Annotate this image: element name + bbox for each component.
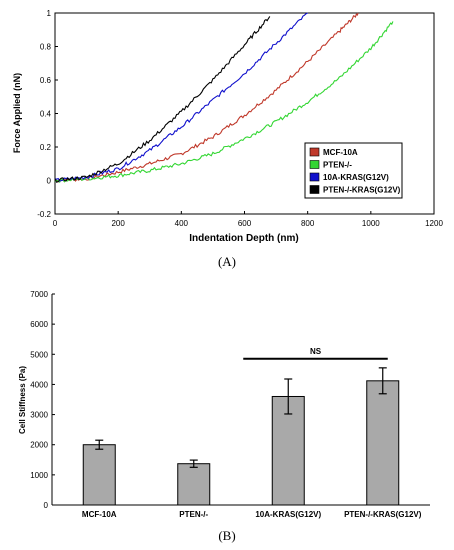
panel-b-label: (B) [218,528,235,543]
y-tick-label: 1 [47,9,52,18]
y-tick-label: 0.6 [40,76,52,85]
x-tick-label: 600 [238,219,252,228]
panel-a-y-axis-label: Force Applied (nN) [12,73,22,153]
y-tick-label: 0.8 [40,43,52,52]
x-tick-label: 400 [175,219,189,228]
legend-entry: PTEN-/-KRAS(G12V) [323,186,401,195]
legend-entry: MCF-10A [323,148,358,157]
panel-a-x-ticks: 0 200 400 600 800 1000 1200 [53,211,443,228]
panel-b-y-axis-label: Cell Stiffness (Pa) [18,366,27,434]
panel-b-category-labels: MCF-10A PTEN-/- 10A-KRAS(G12V) PTEN-/-KRAS(… [82,510,422,519]
y-tick-label: 1000 [30,471,48,480]
category-label: MCF-10A [82,510,117,519]
panel-b-bars [82,367,400,506]
y-tick-label: 3000 [30,411,48,420]
x-tick-label: 200 [111,219,125,228]
x-tick-label: 0 [53,219,58,228]
bar [177,463,211,506]
category-label: PTEN-/-KRAS(G12V) [344,510,422,519]
x-tick-label: 800 [301,219,315,228]
panel-a-legend: MCF-10A PTEN-/- 10A-KRAS(G12V) PTEN-/-KRAS(… [304,142,403,199]
y-tick-label: 0.2 [40,143,52,152]
y-tick-label: 5000 [30,350,48,359]
bar [271,395,305,506]
category-label: 10A-KRAS(G12V) [255,510,321,519]
series-line-0 [54,12,359,183]
y-tick-label: 4000 [30,380,48,389]
y-tick-label: 0 [47,177,52,186]
panel-a-y-ticks: -0.2 0 0.2 0.4 0.6 0.8 1 [37,9,58,219]
series-line-1 [54,21,394,183]
bar [82,444,116,506]
legend-box [304,142,403,199]
panel-a-x-axis-label: Indentation Depth (nm) [189,233,298,244]
ns-annotation: NS [310,347,322,356]
x-tick-label: 1200 [425,219,443,228]
series-line-3 [54,16,271,183]
y-tick-label: 6000 [30,320,48,329]
category-label: PTEN-/- [179,510,208,519]
legend-swatch [309,147,320,157]
legend-entry: PTEN-/- [323,161,352,170]
series-line-2 [54,12,308,182]
y-tick-label: 7000 [30,290,48,299]
panel-b-bar-chart: 0 1000 2000 3000 4000 5000 6000 7000 MCF-10A PTE… [18,290,430,543]
legend-swatch [309,185,320,194]
y-tick-label: 0 [44,501,49,510]
panel-b-y-ticks: 0 1000 2000 3000 4000 5000 6000 7000 [30,290,55,510]
y-tick-label: 2000 [30,441,48,450]
x-tick-label: 1000 [362,219,380,228]
panel-a-line-chart: -0.200.20.40.60.81 0 200 400 600 800 1000 1200… [12,9,443,269]
panel-a-label: (A) [218,254,236,269]
y-tick-label: -0.2 [37,210,51,219]
panel-a-series [54,12,394,183]
y-tick-label: 0.4 [40,110,52,119]
legend-swatch [309,160,320,169]
legend-swatch [309,172,320,182]
legend-entry: 10A-KRAS(G12V) [323,173,389,182]
bar [366,380,400,506]
